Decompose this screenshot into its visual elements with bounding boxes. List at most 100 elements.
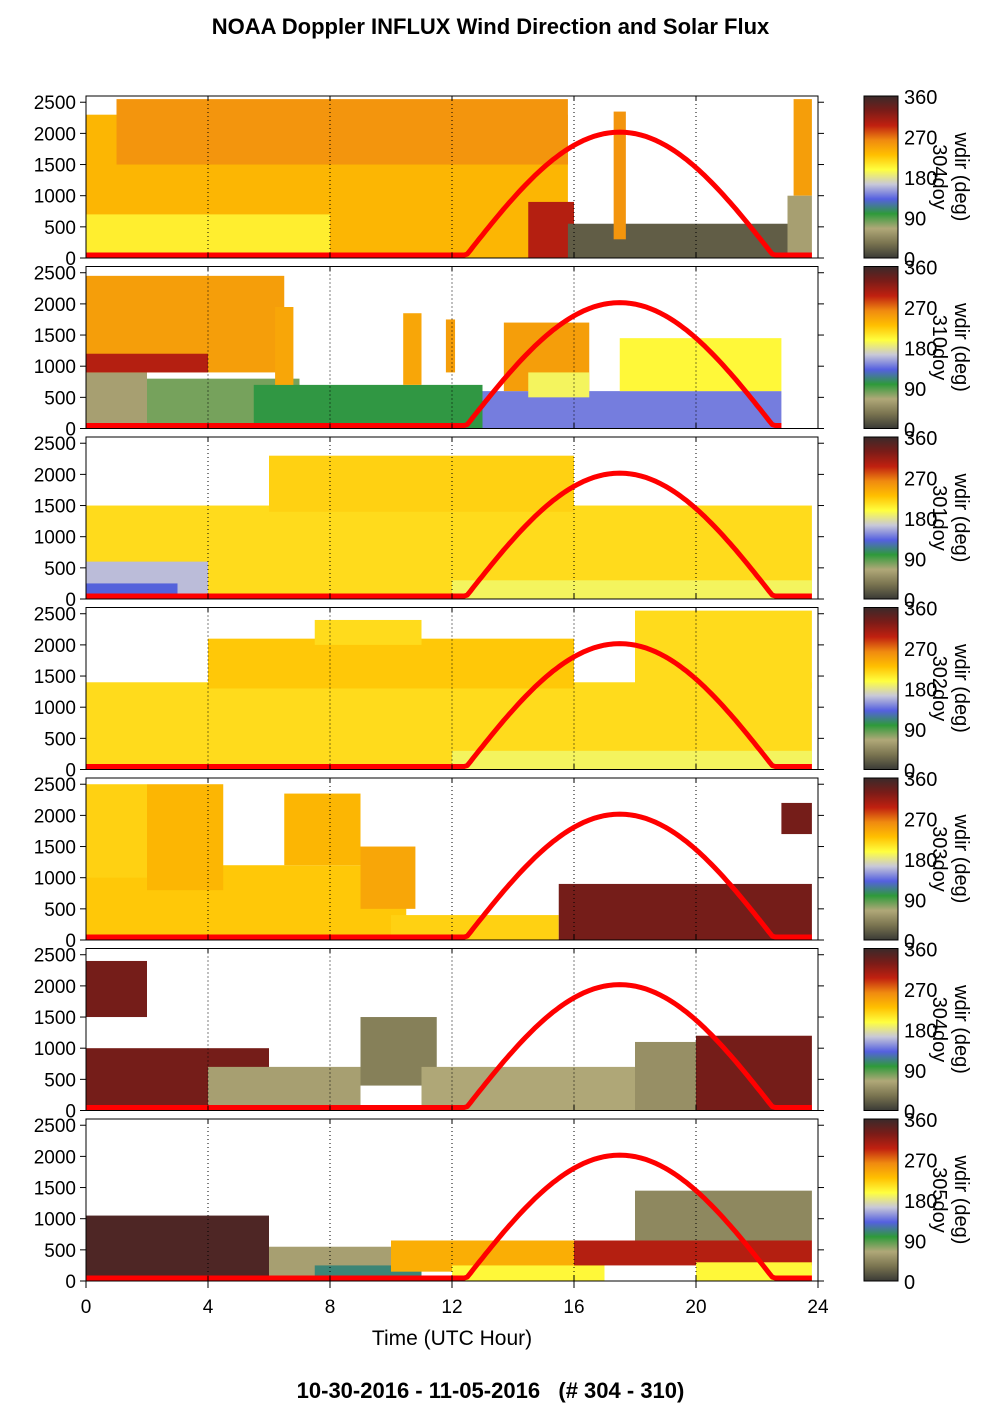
x-tick-label: 20 <box>685 1297 706 1318</box>
wdir-cell-6 <box>613 111 626 240</box>
colorbar-gradient <box>863 607 899 770</box>
wdir-cell-3 <box>253 384 483 429</box>
y-tick-label: 2000 <box>34 977 76 998</box>
x-axis-label: Time (UTC Hour) <box>372 1327 532 1350</box>
wdir-cell-8 <box>781 802 812 835</box>
wdir-cell-7 <box>793 99 812 196</box>
y-tick-label: 0 <box>65 1272 76 1293</box>
wdir-cell-4 <box>284 793 361 866</box>
colorbar-tick-label: 270 <box>904 980 937 1002</box>
panel-5: 0 500 1000 1500 2000 2500 0 90 180 270 360 wdir (de… <box>34 769 972 953</box>
colorbar-tick-label: 0 <box>904 931 915 953</box>
wdir-cell-4 <box>528 201 574 258</box>
wdir-cell-3 <box>208 1066 361 1111</box>
wdir-cell-5 <box>421 1066 635 1111</box>
solar-flux-line <box>86 641 812 769</box>
colorbar-tick-label: 180 <box>904 509 937 531</box>
wdir-cell-7 <box>275 307 294 385</box>
solar-flux-line <box>86 982 812 1110</box>
colorbar-tick-label: 180 <box>904 680 937 702</box>
colorbar-5: 0 90 180 270 360 wdir (deg)303doy <box>863 769 972 953</box>
colorbar-gradient <box>863 777 899 941</box>
solar-flux-line <box>86 1152 812 1281</box>
solar-flux-line <box>86 129 812 258</box>
colorbar-tick-label: 0 <box>904 420 915 442</box>
wdir-cell-5 <box>360 846 416 909</box>
y-tick-label: 1000 <box>34 187 76 208</box>
wdir-cell-4 <box>482 391 782 429</box>
y-tick-label: 2000 <box>34 465 76 486</box>
solar-flux-line <box>86 470 812 599</box>
date-range-footer: 10-30-2016 - 11-05-2016 (# 304 - 310) <box>296 1378 685 1403</box>
colorbar-gradient <box>863 266 899 429</box>
colorbar-label: wdir (deg) <box>950 132 972 222</box>
y-tick-label: 500 <box>44 1070 76 1091</box>
y-tick-label: 0 <box>65 420 76 441</box>
panel-4: 0 500 1000 1500 2000 2500 0 90 180 270 360 wdir (de… <box>34 599 972 783</box>
y-tick-label: 2500 <box>34 264 76 285</box>
x-tick-label: 4 <box>203 1297 214 1318</box>
colorbar-tick-label: 180 <box>904 168 937 190</box>
colorbar-label: wdir (deg) <box>950 984 972 1074</box>
colorbar-tick-label: 90 <box>904 550 926 572</box>
x-tick-label: 8 <box>325 1297 336 1318</box>
wdir-cell-6 <box>574 1240 812 1266</box>
wdir-cell-5 <box>452 1265 605 1281</box>
wdir-cell-6 <box>86 353 208 373</box>
y-tick-label: 1500 <box>34 1008 76 1029</box>
colorbar-tick-label: 90 <box>904 891 926 913</box>
solar-flux-line <box>86 811 812 940</box>
panel-6: 0 500 1000 1500 2000 2500 0 90 180 270 360 wdir (de… <box>34 940 972 1124</box>
wdir-cell-9 <box>445 319 456 373</box>
day-label: 301doy <box>928 485 950 551</box>
y-tick-label: 500 <box>44 729 76 750</box>
colorbar-tick-label: 180 <box>904 1021 937 1043</box>
y-tick-label: 1000 <box>34 1039 76 1060</box>
y-tick-label: 1000 <box>34 528 76 549</box>
y-tick-label: 500 <box>44 218 76 239</box>
wdir-cell-1 <box>86 372 147 429</box>
y-tick-label: 0 <box>65 1102 76 1123</box>
colorbar-label: wdir (deg) <box>950 473 972 563</box>
colorbar-tick-label: 180 <box>904 1191 937 1213</box>
y-tick-label: 500 <box>44 559 76 580</box>
panel-7: 0 500 1000 1500 2000 2500 0 90 180 270 360 wdir (de… <box>34 1110 972 1294</box>
colorbar-label: wdir (deg) <box>950 1155 972 1245</box>
colorbar-label: wdir (deg) <box>950 814 972 904</box>
y-tick-label: 2000 <box>34 636 76 657</box>
y-tick-label: 1500 <box>34 1179 76 1200</box>
colorbar-4: 0 90 180 270 360 wdir (deg)302doy <box>863 599 972 783</box>
y-tick-label: 1000 <box>34 357 76 378</box>
colorbar-2: 0 90 180 270 360 wdir (deg)310doy <box>863 258 972 442</box>
y-tick-label: 1500 <box>34 838 76 859</box>
y-tick-label: 2500 <box>34 93 76 114</box>
wdir-cell-7 <box>558 883 812 940</box>
colorbar-tick-label: 0 <box>904 1272 915 1294</box>
y-tick-label: 0 <box>65 761 76 782</box>
x-tick-label: 0 <box>81 1297 92 1318</box>
y-tick-label: 1000 <box>34 698 76 719</box>
colorbar-tick-label: 360 <box>904 258 937 280</box>
colorbar-tick-label: 270 <box>904 298 937 320</box>
colorbar-tick-label: 0 <box>904 590 915 612</box>
wdir-cell-2 <box>86 784 147 878</box>
wdir-cell-1 <box>86 1215 269 1281</box>
y-tick-label: 2500 <box>34 775 76 796</box>
y-tick-label: 1000 <box>34 869 76 890</box>
y-tick-label: 2500 <box>34 434 76 455</box>
y-tick-label: 1500 <box>34 667 76 688</box>
y-tick-label: 2500 <box>34 946 76 967</box>
colorbar-tick-label: 90 <box>904 720 926 742</box>
colorbar-tick-label: 0 <box>904 1102 915 1124</box>
colorbar-6: 0 90 180 270 360 wdir (deg)304doy <box>863 940 972 1124</box>
y-tick-label: 2000 <box>34 124 76 145</box>
y-tick-label: 2500 <box>34 605 76 626</box>
colorbar-tick-label: 270 <box>904 1151 937 1173</box>
wdir-cell-5 <box>452 750 812 770</box>
x-tick-label: 16 <box>563 1297 584 1318</box>
colorbar-label: wdir (deg) <box>950 302 972 392</box>
wdir-cell-2 <box>208 638 574 689</box>
y-tick-label: 2000 <box>34 295 76 316</box>
colorbar-gradient <box>863 95 899 259</box>
day-label: 304doy <box>928 997 950 1063</box>
